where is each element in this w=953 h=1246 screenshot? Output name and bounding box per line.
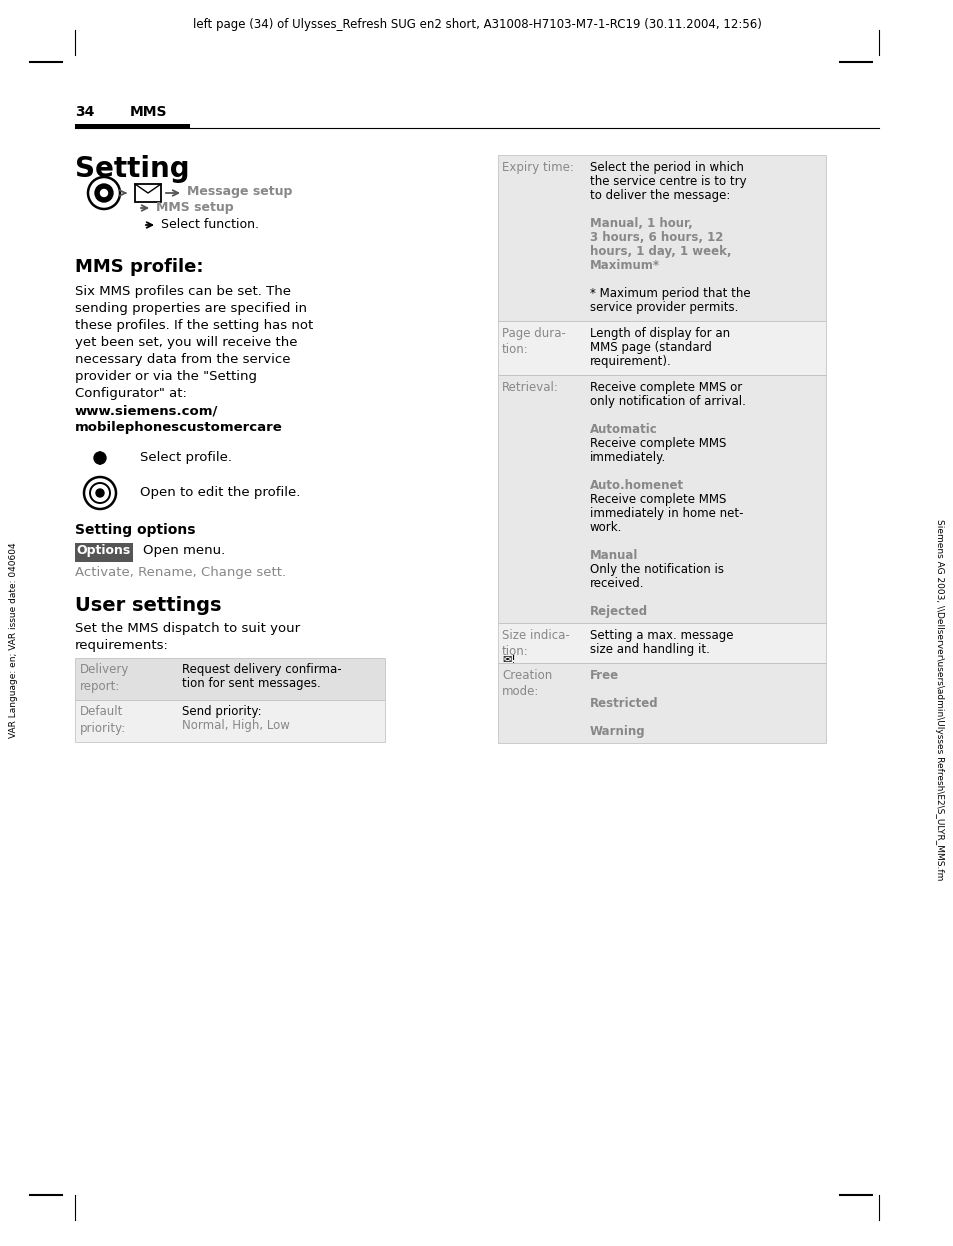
Text: Size indica-
tion:: Size indica- tion:: [501, 629, 569, 658]
Text: Open to edit the profile.: Open to edit the profile.: [140, 486, 300, 498]
Text: Page dura-
tion:: Page dura- tion:: [501, 326, 565, 356]
Text: Length of display for an: Length of display for an: [589, 326, 729, 340]
Text: Open menu.: Open menu.: [143, 545, 225, 557]
Text: Auto.homenet: Auto.homenet: [589, 478, 683, 492]
Text: immediately in home net-: immediately in home net-: [589, 507, 742, 520]
Text: MMS setup: MMS setup: [156, 201, 233, 214]
Text: Message setup: Message setup: [187, 184, 292, 198]
Text: 34: 34: [75, 105, 94, 120]
Text: MMS: MMS: [130, 105, 168, 120]
Text: Six MMS profiles can be set. The: Six MMS profiles can be set. The: [75, 285, 291, 298]
Text: 3 hours, 6 hours, 12: 3 hours, 6 hours, 12: [589, 231, 722, 244]
Text: Receive complete MMS: Receive complete MMS: [589, 493, 725, 506]
Text: User settings: User settings: [75, 596, 221, 616]
Bar: [135, 184, 161, 202]
Text: sending properties are specified in: sending properties are specified in: [75, 302, 307, 315]
Text: Select the period in which: Select the period in which: [589, 161, 743, 174]
Circle shape: [95, 184, 112, 202]
Text: yet been set, you will receive the: yet been set, you will receive the: [75, 336, 297, 349]
Text: Configurator" at:: Configurator" at:: [75, 388, 187, 400]
Text: MMS page (standard: MMS page (standard: [589, 341, 711, 354]
Text: provider or via the "Setting: provider or via the "Setting: [75, 370, 256, 383]
Text: received.: received.: [589, 577, 644, 591]
Text: Delivery
report:: Delivery report:: [80, 663, 130, 693]
Text: MMS profile:: MMS profile:: [75, 258, 203, 277]
Text: Rejected: Rejected: [589, 606, 647, 618]
Text: Warning: Warning: [589, 725, 645, 738]
Text: www.siemens.com/: www.siemens.com/: [75, 404, 218, 417]
Text: Free: Free: [589, 669, 618, 682]
Text: * Maximum period that the: * Maximum period that the: [589, 287, 750, 300]
Text: Restricted: Restricted: [589, 697, 658, 710]
Bar: [75, 658, 385, 700]
Text: Send priority:: Send priority:: [182, 705, 261, 718]
Text: service provider permits.: service provider permits.: [589, 302, 738, 314]
Text: Request delivery confirma-: Request delivery confirma-: [182, 663, 341, 677]
Text: Only the notification is: Only the notification is: [589, 563, 723, 576]
Text: Automatic: Automatic: [589, 422, 657, 436]
Text: these profiles. If the setting has not: these profiles. If the setting has not: [75, 319, 313, 331]
Bar: [497, 321, 825, 375]
Text: immediately.: immediately.: [589, 451, 665, 464]
Circle shape: [94, 452, 106, 464]
Bar: [497, 663, 825, 743]
Text: Receive complete MMS: Receive complete MMS: [589, 437, 725, 450]
Bar: [75, 700, 385, 743]
Text: Activate, Rename, Change sett.: Activate, Rename, Change sett.: [75, 566, 286, 579]
Bar: [497, 375, 825, 623]
Text: Maximum*: Maximum*: [589, 259, 659, 272]
Text: Retrieval:: Retrieval:: [501, 381, 558, 394]
Text: requirements:: requirements:: [75, 639, 169, 652]
Text: size and handling it.: size and handling it.: [589, 643, 709, 655]
Text: the service centre is to try: the service centre is to try: [589, 174, 746, 188]
Text: Normal, High, Low: Normal, High, Low: [182, 719, 290, 731]
Text: Set the MMS dispatch to suit your: Set the MMS dispatch to suit your: [75, 622, 300, 635]
Text: Select function.: Select function.: [161, 218, 258, 231]
Text: Select profile.: Select profile.: [140, 451, 232, 464]
Text: ✉!: ✉!: [501, 655, 516, 665]
Text: Receive complete MMS or: Receive complete MMS or: [589, 381, 741, 394]
Text: Siemens AG 2003, \\Dellserver\users\admin\Ulysses Refresh\E2\S_ULYR_MMS.fm: Siemens AG 2003, \\Dellserver\users\admi…: [935, 520, 943, 881]
Text: Options: Options: [77, 545, 131, 557]
Text: VAR Language: en; VAR issue date: 040604: VAR Language: en; VAR issue date: 040604: [10, 542, 18, 738]
Text: Default
priority:: Default priority:: [80, 705, 126, 735]
Bar: [75, 125, 190, 128]
Text: work.: work.: [589, 521, 621, 535]
Text: Creation
mode:: Creation mode:: [501, 669, 552, 698]
Text: only notification of arrival.: only notification of arrival.: [589, 395, 745, 407]
Text: Setting a max. message: Setting a max. message: [589, 629, 733, 642]
Circle shape: [100, 189, 108, 197]
Bar: [497, 623, 825, 663]
Text: Setting options: Setting options: [75, 523, 195, 537]
Text: requirement).: requirement).: [589, 355, 671, 368]
Text: Expiry time:: Expiry time:: [501, 161, 574, 174]
Text: Setting: Setting: [75, 155, 190, 183]
Text: Manual, 1 hour,: Manual, 1 hour,: [589, 217, 692, 231]
Text: necessary data from the service: necessary data from the service: [75, 353, 291, 366]
Text: left page (34) of Ulysses_Refresh SUG en2 short, A31008-H7103-M7-1-RC19 (30.11.2: left page (34) of Ulysses_Refresh SUG en…: [193, 17, 760, 31]
Text: to deliver the message:: to deliver the message:: [589, 189, 730, 202]
Text: hours, 1 day, 1 week,: hours, 1 day, 1 week,: [589, 245, 731, 258]
Text: Manual: Manual: [589, 549, 638, 562]
Bar: [497, 155, 825, 321]
Bar: [75, 543, 132, 562]
Text: mobilephonescustomercare: mobilephonescustomercare: [75, 421, 282, 434]
Circle shape: [96, 488, 104, 497]
Text: tion for sent messages.: tion for sent messages.: [182, 677, 320, 690]
